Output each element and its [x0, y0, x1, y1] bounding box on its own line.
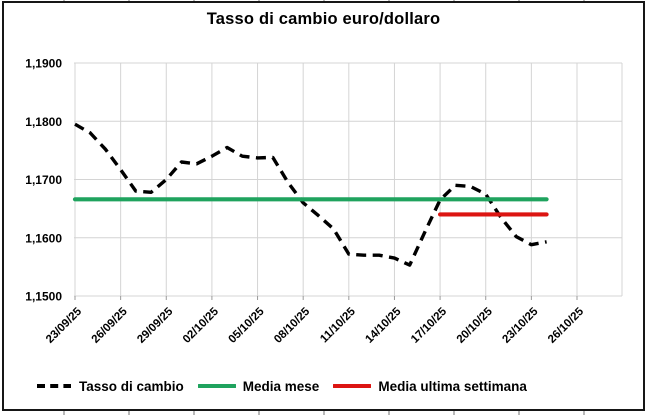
x-tick-label: 23/09/25 — [44, 305, 85, 346]
x-tick-label: 23/10/25 — [500, 305, 541, 346]
red-line-sample-icon — [333, 384, 372, 388]
x-axis-labels: 23/09/25 26/09/25 29/09/25 02/10/25 05/10/25… — [44, 305, 587, 346]
y-tick-label: 1,1900 — [25, 57, 62, 71]
x-tick-label: 02/10/25 — [181, 305, 222, 346]
x-tick-label: 26/09/25 — [90, 305, 131, 346]
dashed-line-sample-icon — [37, 384, 71, 388]
chart-title: Tasso di cambio euro/dollaro — [206, 10, 441, 28]
y-tick-label: 1,1800 — [25, 115, 62, 129]
legend-item-media-mese: Media mese — [197, 378, 320, 394]
x-tick-label: 29/09/25 — [135, 305, 176, 346]
x-tick-label: 26/10/25 — [546, 305, 587, 346]
legend-item-tasso-di-cambio: Tasso di cambio — [36, 379, 184, 394]
y-tick-label: 1,1500 — [25, 290, 62, 304]
series-tasso-di-cambio-line — [74, 122, 547, 267]
x-gridlines — [74, 63, 623, 300]
green-line-sample-icon — [197, 384, 236, 388]
legend-item-media-ultima-settimana: Media ultima settimana — [333, 379, 527, 394]
x-tick-label: 05/10/25 — [227, 305, 268, 346]
x-tick-label: 17/10/25 — [409, 305, 450, 346]
y-tick-label: 1,1600 — [25, 231, 62, 245]
legend-label: Media ultima settimana — [378, 378, 527, 394]
x-tick-label: 20/10/25 — [455, 305, 496, 346]
spreadsheet-cell-edges-bottom — [0, 411, 647, 415]
y-tick-label: 1,1700 — [25, 173, 62, 187]
x-tick-label: 14/10/25 — [363, 305, 404, 346]
y-gridlines — [74, 62, 622, 297]
legend-label: Tasso di cambio — [79, 378, 184, 394]
y-axis-labels: 1,1500 1,1600 1,1700 1,1800 1,1900 — [25, 57, 62, 304]
legend-label: Media mese — [242, 378, 320, 394]
legend: Tasso di cambio Media mese Media ultima … — [36, 374, 527, 398]
x-tick-label: 08/10/25 — [272, 305, 313, 346]
x-tick-label: 11/10/25 — [318, 305, 358, 345]
